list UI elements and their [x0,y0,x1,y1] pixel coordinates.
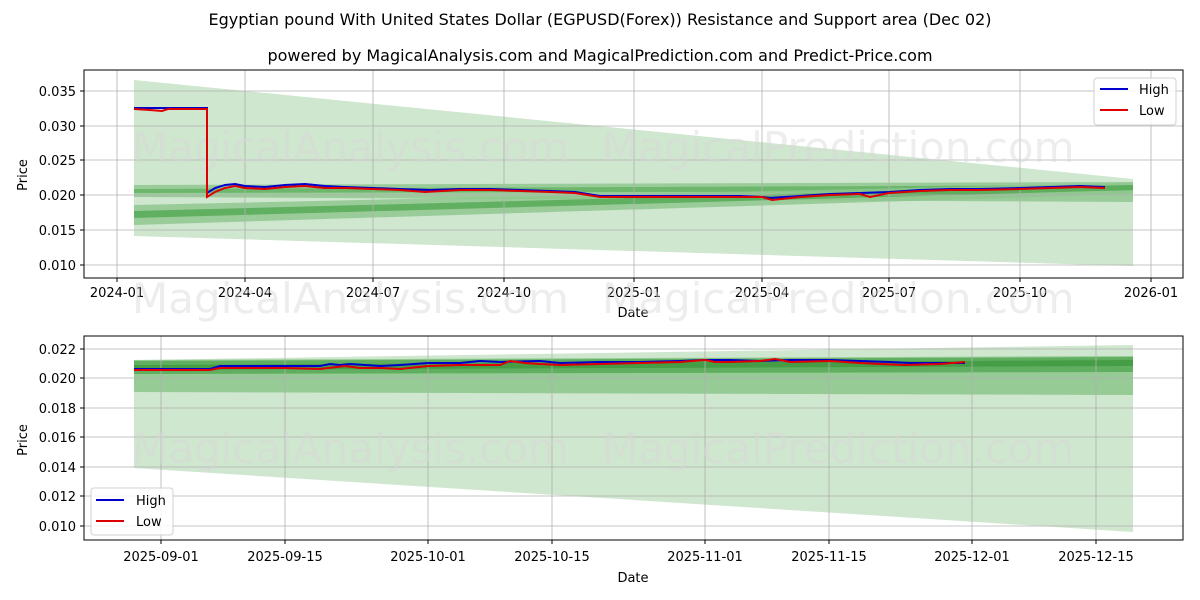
svg-text:0.010: 0.010 [39,520,76,535]
svg-text:2025-12-15: 2025-12-15 [1058,550,1134,565]
bottom-y-axis-label: Price [16,424,31,456]
bottom-x-axis-label: Date [617,571,648,586]
low-line [134,357,966,371]
svg-text:0.018: 0.018 [39,402,76,417]
svg-text:0.012: 0.012 [39,490,76,505]
svg-text:0.020: 0.020 [39,372,76,387]
bottom-axes-frame [83,335,1184,541]
watermark-magicalanalysis: MagicalAnalysis.com [132,123,569,172]
svg-text:2025-11-15: 2025-11-15 [791,550,867,565]
watermark-magicalanalysis-3: MagicalAnalysis.com [132,424,569,473]
watermark-magicalanalysis-2: MagicalAnalysis.com [132,274,569,323]
svg-text:0.014: 0.014 [39,461,76,476]
top-chart: MagicalAnalysis.com MagicalPrediction.co… [16,69,1184,323]
bottom-y-ticks: 0.022 0.020 0.018 0.016 0.014 0.012 0.01… [39,343,84,535]
top-x-ticks: 2024-01 2024-04 2024-07 2024-10 2025-01 … [90,278,1178,301]
svg-text:0.020: 0.020 [39,189,76,204]
chart-subtitle: powered by MagicalAnalysis.com and Magic… [267,46,933,65]
svg-text:2024-07: 2024-07 [346,286,400,301]
bottom-grid [84,336,1183,540]
top-y-axis-label: Price [16,159,31,191]
svg-text:2024-10: 2024-10 [477,286,531,301]
svg-text:2025-07: 2025-07 [862,286,916,301]
svg-text:0.016: 0.016 [39,431,76,446]
svg-text:0.035: 0.035 [39,85,76,100]
svg-text:2025-11-01: 2025-11-01 [667,550,743,565]
svg-text:0.025: 0.025 [39,154,76,169]
outer-range-band [134,80,1133,266]
svg-text:2025-10-15: 2025-10-15 [514,550,590,565]
top-legend: High Low [1093,77,1177,126]
svg-text:2025-09-01: 2025-09-01 [123,550,199,565]
svg-text:0.010: 0.010 [39,259,76,274]
svg-text:2025-12-01: 2025-12-01 [934,550,1010,565]
svg-text:2025-04: 2025-04 [735,286,789,301]
top-y-ticks: 0.035 0.030 0.025 0.020 0.015 0.010 [39,85,84,274]
top-x-axis-label: Date [617,306,648,321]
watermark-magicalprediction: MagicalPrediction.com [602,123,1075,172]
bottom-x-ticks: 2025-09-01 2025-09-15 2025-10-01 2025-10… [123,540,1134,565]
legend-high-label: High [136,494,166,509]
svg-text:2025-01: 2025-01 [607,286,661,301]
low-line [133,108,1106,202]
bottom-chart: MagicalAnalysis.com MagicalPrediction.co… [16,335,1184,586]
svg-text:2025-09-15: 2025-09-15 [247,550,323,565]
legend-low-label: Low [1139,104,1165,119]
svg-text:0.030: 0.030 [39,120,76,135]
svg-text:2025-10: 2025-10 [993,286,1047,301]
svg-text:2025-10-01: 2025-10-01 [390,550,466,565]
top-grid [84,70,1183,278]
bottom-legend: High Low [90,487,174,536]
watermark-magicalprediction-3: MagicalPrediction.com [602,424,1075,473]
legend-high-label: High [1139,83,1169,98]
svg-text:0.015: 0.015 [39,224,76,239]
svg-text:0.022: 0.022 [39,343,76,358]
svg-text:2024-04: 2024-04 [218,286,272,301]
svg-text:2026-01: 2026-01 [1124,286,1178,301]
legend-low-label: Low [136,515,162,530]
high-line [134,359,965,370]
svg-text:2024-01: 2024-01 [90,286,144,301]
watermark-magicalprediction-2: MagicalPrediction.com [602,274,1075,323]
chart-title: Egyptian pound With United States Dollar… [208,10,992,29]
